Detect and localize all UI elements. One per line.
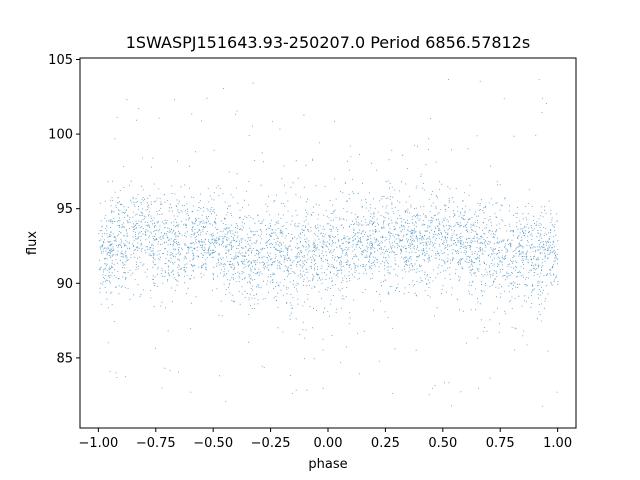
y-tick-label: 90 bbox=[56, 277, 73, 292]
x-tick-label: 0.50 bbox=[428, 436, 457, 451]
y-tick-label: 95 bbox=[56, 202, 73, 217]
x-tick-label: −0.75 bbox=[136, 436, 176, 451]
y-tick-label: 100 bbox=[48, 128, 73, 143]
y-axis: 85 90 95 100 105 bbox=[48, 53, 80, 366]
x-axis-label: phase bbox=[308, 457, 347, 472]
x-tick-label: −0.50 bbox=[193, 436, 233, 451]
plot-area bbox=[79, 57, 577, 429]
x-tick-label: 1.00 bbox=[543, 436, 572, 451]
chart-title: 1SWASPJ151643.93-250207.0 Period 6856.57… bbox=[126, 33, 531, 52]
y-axis-label: flux bbox=[25, 231, 40, 255]
x-tick-label: −0.25 bbox=[251, 436, 291, 451]
x-tick-label: 0.75 bbox=[486, 436, 515, 451]
x-tick-label: 0.25 bbox=[371, 436, 400, 451]
y-tick-label: 85 bbox=[56, 351, 73, 366]
x-tick-label: −1.00 bbox=[78, 436, 118, 451]
x-tick-label: 0.00 bbox=[314, 436, 343, 451]
x-axis: −1.00 −0.75 −0.50 −0.25 0.00 0.25 0.50 0.75 1.00 bbox=[78, 428, 572, 451]
plot-background bbox=[80, 58, 576, 428]
y-tick-label: 105 bbox=[48, 53, 73, 68]
